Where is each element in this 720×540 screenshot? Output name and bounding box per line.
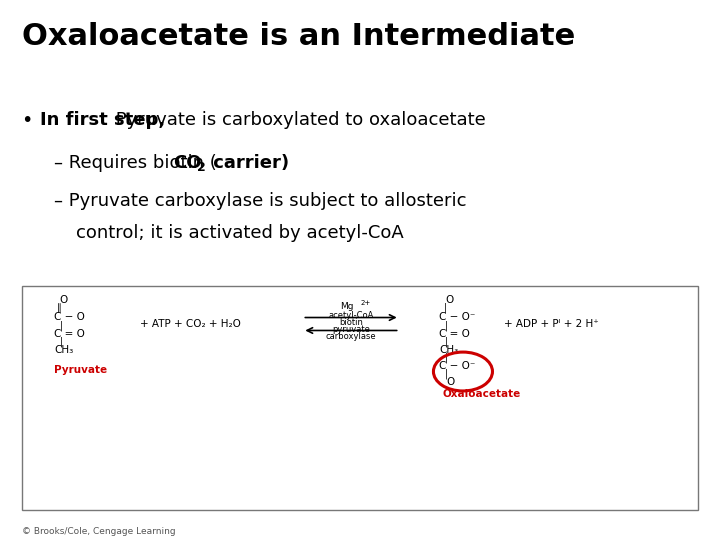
Text: CH₃: CH₃	[54, 345, 73, 355]
Text: – Pyruvate carboxylase is subject to allosteric: – Pyruvate carboxylase is subject to all…	[54, 192, 467, 210]
Text: Oxaloacetate: Oxaloacetate	[443, 389, 521, 399]
Text: C = O: C = O	[54, 329, 85, 339]
Text: Pyruvate is carboxylated to oxaloacetate: Pyruvate is carboxylated to oxaloacetate	[110, 111, 486, 129]
Text: carboxylase: carboxylase	[325, 332, 377, 341]
Text: O: O	[446, 377, 454, 387]
Text: C = O: C = O	[439, 329, 470, 339]
Text: |: |	[445, 336, 449, 347]
Text: Oxaloacetate is an Intermediate: Oxaloacetate is an Intermediate	[22, 22, 575, 51]
Text: |: |	[445, 369, 449, 380]
Text: 2: 2	[197, 161, 205, 174]
Text: biotin: biotin	[339, 318, 363, 327]
Text: ∥: ∥	[57, 303, 62, 313]
Text: – Requires biotin (: – Requires biotin (	[54, 154, 217, 172]
Text: 2+: 2+	[361, 300, 371, 307]
Text: pyruvate: pyruvate	[332, 325, 370, 334]
Text: In first step,: In first step,	[40, 111, 165, 129]
Text: Mg: Mg	[341, 302, 354, 311]
Text: CH₃: CH₃	[439, 345, 459, 355]
Text: |: |	[60, 336, 63, 347]
Text: O: O	[445, 295, 453, 305]
Text: |: |	[60, 320, 63, 331]
Text: |: |	[445, 352, 449, 363]
Text: acetyl-CoA: acetyl-CoA	[328, 311, 374, 320]
Text: C − O: C − O	[54, 312, 85, 322]
FancyBboxPatch shape	[22, 286, 698, 510]
Text: |: |	[444, 302, 447, 313]
Text: + ADP + Pᴵ + 2 H⁺: + ADP + Pᴵ + 2 H⁺	[504, 319, 599, 329]
Text: C − O⁻: C − O⁻	[439, 361, 476, 371]
Text: |: |	[445, 320, 449, 331]
Text: control; it is activated by acetyl-CoA: control; it is activated by acetyl-CoA	[76, 224, 403, 242]
Text: Pyruvate: Pyruvate	[54, 365, 107, 375]
Text: O: O	[60, 295, 68, 305]
Text: + ATP + CO₂ + H₂O: + ATP + CO₂ + H₂O	[140, 319, 241, 329]
Text: carrier): carrier)	[207, 154, 289, 172]
Text: CO: CO	[174, 154, 202, 172]
Text: •: •	[22, 111, 33, 130]
Text: C − O⁻: C − O⁻	[439, 312, 476, 322]
Text: © Brooks/Cole, Cengage Learning: © Brooks/Cole, Cengage Learning	[22, 526, 175, 536]
